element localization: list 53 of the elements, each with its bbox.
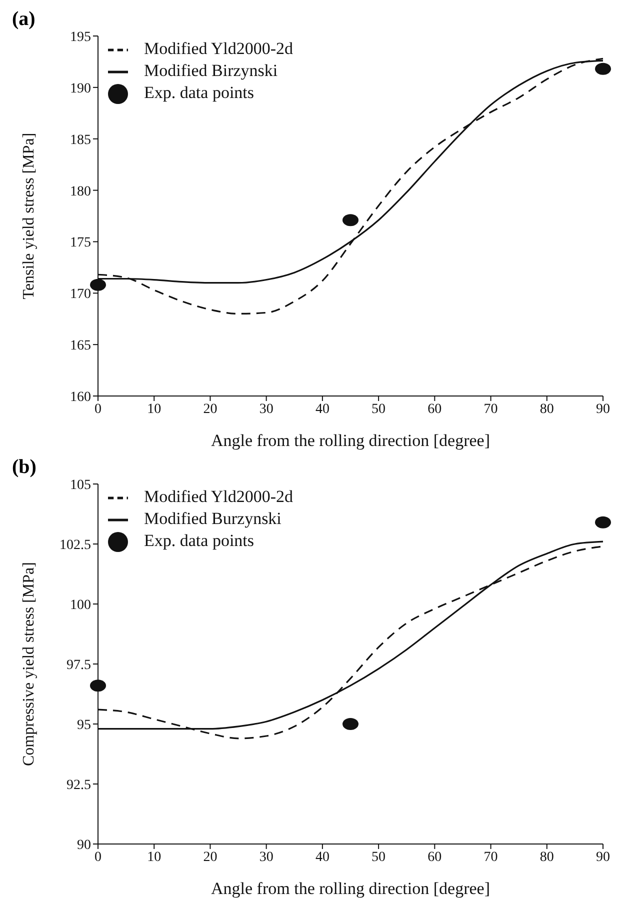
y-tick-label: 105 — [70, 478, 91, 493]
point — [342, 718, 358, 730]
y-tick-label: 90 — [77, 838, 91, 853]
y-tick-label: 190 — [70, 81, 91, 96]
chart-title: (a) — [12, 8, 36, 31]
x-tick-label: 50 — [372, 402, 386, 417]
y-tick-label: 175 — [70, 236, 91, 251]
x-tick-label: 0 — [94, 850, 102, 865]
x-tick-label: 40 — [315, 402, 330, 417]
x-tick-label: 20 — [203, 850, 218, 865]
legend-label: Modified Birzynski — [144, 61, 278, 80]
point — [90, 680, 106, 692]
x-tick-label: 70 — [484, 402, 498, 417]
x-tick-label: 90 — [596, 850, 610, 865]
legend-label: Modified Burzynski — [144, 509, 282, 528]
x-tick-label: 20 — [203, 402, 218, 417]
x-tick-label: 30 — [259, 402, 274, 417]
x-tick-label: 80 — [540, 850, 554, 865]
legend-label: Modified Yld2000-2d — [144, 39, 294, 58]
chart-title: (b) — [12, 456, 36, 479]
legend-label: Modified Yld2000-2d — [144, 487, 294, 506]
point — [595, 62, 611, 75]
y-axis-title: Compressive yield stress [MPa] — [20, 562, 38, 766]
point — [595, 516, 611, 528]
x-tick-label: 80 — [540, 402, 554, 417]
x-axis-title: Angle from the rolling direction [degree] — [211, 431, 490, 450]
y-tick-label: 102.5 — [60, 538, 91, 553]
x-tick-label: 90 — [596, 402, 610, 417]
y-tick-label: 180 — [70, 184, 91, 200]
y-tick-label: 95 — [77, 718, 91, 733]
y-tick-label: 100 — [70, 598, 91, 613]
point — [90, 278, 106, 291]
x-tick-label: 0 — [94, 402, 102, 417]
x-tick-label: 30 — [259, 850, 274, 865]
x-tick-label: 40 — [315, 850, 330, 865]
legend-label: Exp. data points — [144, 531, 254, 550]
x-tick-label: 50 — [372, 850, 386, 865]
y-axis-title: Tensile yield stress [MPa] — [20, 132, 38, 300]
y-tick-label: 97.5 — [66, 658, 91, 673]
legend-label: Exp. data points — [144, 83, 254, 102]
x-tick-label: 60 — [428, 850, 442, 865]
x-axis-title: Angle from the rolling direction [degree] — [211, 879, 490, 898]
x-tick-label: 70 — [484, 850, 498, 865]
point — [342, 214, 358, 226]
y-tick-label: 92.5 — [66, 778, 91, 793]
x-tick-label: 10 — [147, 402, 162, 417]
y-tick-label: 165 — [70, 338, 91, 354]
y-tick-label: 185 — [70, 132, 91, 148]
x-tick-label: 10 — [147, 850, 162, 865]
y-tick-label: 195 — [70, 30, 91, 45]
y-tick-label: 160 — [70, 390, 91, 405]
y-tick-label: 170 — [70, 287, 91, 302]
x-tick-label: 60 — [428, 402, 442, 417]
